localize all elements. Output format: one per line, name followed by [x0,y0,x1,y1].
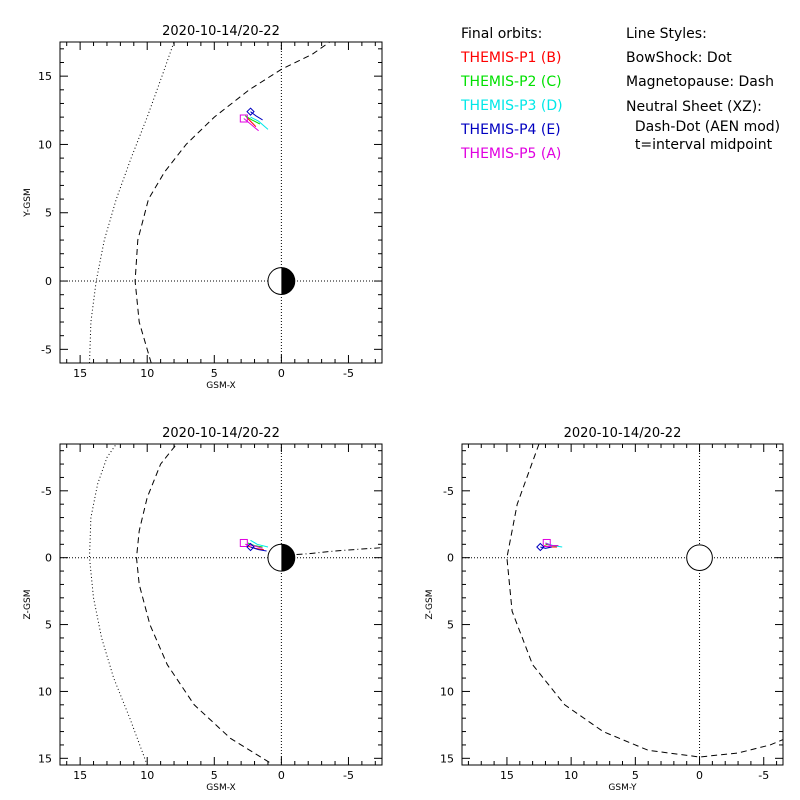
x-tick-label: 15 [73,769,87,782]
line-styles-title: Line Styles: [626,26,707,42]
x-tick-label: 0 [278,769,285,782]
y-tick-label: -5 [443,485,454,498]
x-tick-label: 15 [500,769,514,782]
orbit-themis-p4 [540,546,552,549]
x-tick-label: 0 [696,769,703,782]
x-tick-label: 0 [278,367,285,380]
y-tick-label: -5 [41,343,52,356]
earth-night-side [281,267,295,295]
x-axis-label: GSM-X [206,381,235,391]
orbit-themis-p5 [243,118,259,132]
line-styles-legend: Line Styles: BowShock: Dot Magnetopause:… [626,22,780,154]
x-axis-label: GSM-Y [608,783,637,793]
orbit-themis-p3 [250,539,269,548]
x-tick-label: -5 [758,769,769,782]
line-style-neutral-sheet: Neutral Sheet (XZ): [626,99,762,115]
orbit-themis-p3 [250,116,269,130]
y-tick-label: 0 [45,275,52,288]
panel-yz: 15 10 5 0 -5 -5 0 5 10 15 2020-10-14/20-22 GSM-Y Z-G… [425,426,784,793]
chart-title: 2020-10-14/20-22 [162,426,280,441]
chart-title: 2020-10-14/20-22 [564,426,682,441]
earth-icon [686,544,713,572]
line-style-dash-dot: Dash-Dot (AEN mod) [626,119,781,135]
x-tick-label: 5 [632,769,639,782]
x-tick-label: 10 [140,367,154,380]
y-axis-label: Z-GSM [23,589,33,619]
magnetopause-curve [506,444,783,758]
magnetopause-curve [135,444,270,763]
orbit-start-marker-square [239,538,248,547]
orbit-start-marker-diamond [246,542,255,552]
legend-item-p1: THEMIS-P1 (B) [461,50,562,66]
bowshock-curve [88,444,148,765]
orbit-start-marker-square [239,114,248,123]
plot-area-xy [60,42,382,363]
line-style-magnetopause: Magnetopause: Dash [626,74,775,90]
earth-night-side [281,544,295,572]
plot-area-xz [60,444,382,765]
panel-xz: 15 10 5 0 -5 -5 0 5 10 15 2020-10-14/20-22 GSM-X Z-G… [23,426,383,793]
orbit-themis-p1 [246,116,257,128]
y-tick-label: 5 [447,619,454,632]
y-axis-label: Z-GSM [425,589,435,619]
orbit-start-marker-diamond [536,542,545,552]
plot-frame-xz [59,443,383,766]
line-style-midpoint: t=interval midpoint [626,137,773,153]
orbits-legend: Final orbits: THEMIS-P1 (B) THEMIS-P2 (C… [461,22,563,166]
y-tick-label: 10 [440,685,454,698]
orbit-start-marker-square [542,538,551,547]
legend-item-p5: THEMIS-P5 (A) [461,146,562,162]
y-axis-label: Y-GSM [23,188,33,217]
y-tick-label: 0 [447,552,454,565]
legend-item-p3: THEMIS-P3 (D) [461,98,563,114]
chart-title: 2020-10-14/20-22 [162,24,280,39]
x-tick-label: 10 [140,769,154,782]
plot-frame-xy [59,41,383,364]
x-tick-label: 5 [211,769,218,782]
magnetopause-curve [134,42,330,363]
x-tick-label: 15 [73,367,87,380]
y-tick-label: 15 [38,70,52,83]
plot-frame-yz [461,443,784,766]
y-tick-label: 15 [38,752,52,765]
legend-item-p4: THEMIS-P4 (E) [461,122,561,138]
x-tick-label: -5 [343,367,354,380]
line-style-bowshock: BowShock: Dot [626,50,732,66]
y-tick-label: 0 [45,552,52,565]
y-tick-label: 10 [38,138,52,151]
panel-xy: 15 10 5 0 -5 -5 0 5 10 15 2020-10-14/20-22 GSM-X Y-G… [23,24,383,391]
x-tick-label: -5 [343,769,354,782]
x-tick-label: 5 [211,367,218,380]
orbit-start-marker-diamond [246,107,255,116]
y-tick-label: 15 [440,752,454,765]
x-axis-label: GSM-X [206,783,235,793]
legend-item-p2: THEMIS-P2 (C) [461,74,562,90]
y-tick-label: 10 [38,685,52,698]
orbits-legend-title: Final orbits: [461,26,543,42]
y-tick-label: 5 [45,619,52,632]
y-tick-label: -5 [41,485,52,498]
y-tick-label: 5 [45,207,52,220]
bowshock-curve [89,42,175,363]
x-tick-label: 10 [564,769,578,782]
plot-area-yz [462,444,783,765]
